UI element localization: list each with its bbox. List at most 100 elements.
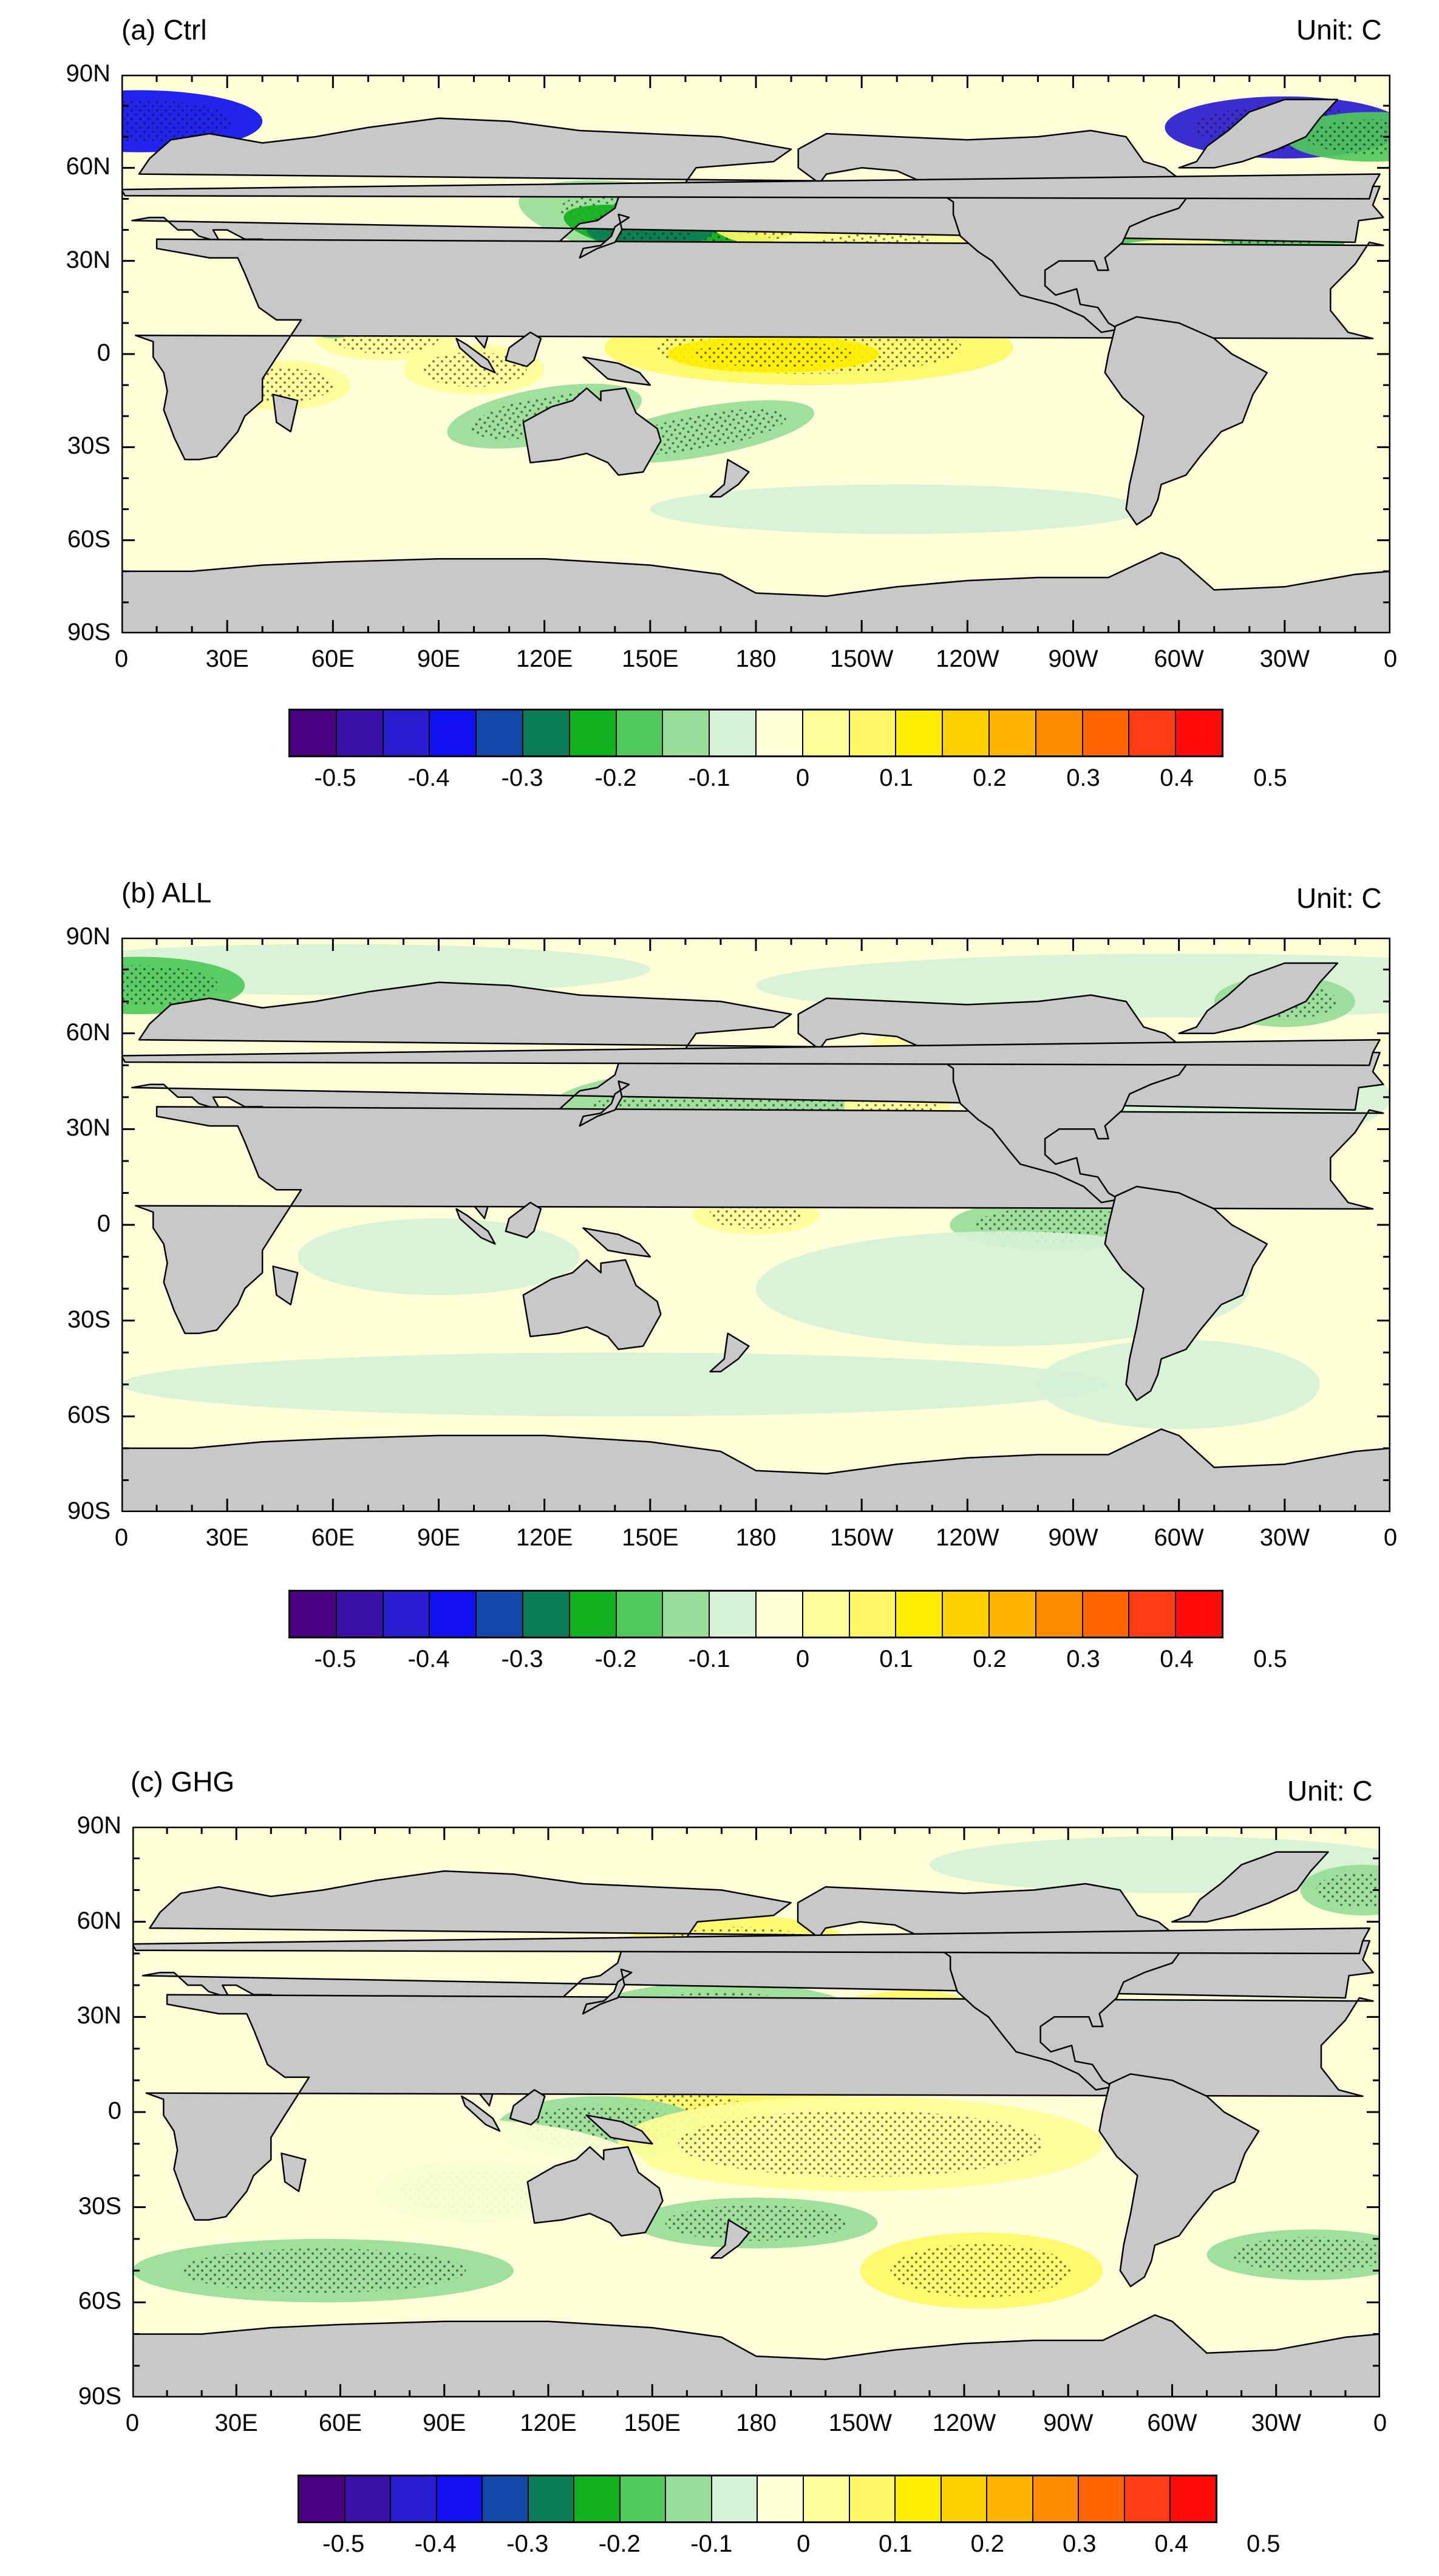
colorbar-swatch [1171,2476,1216,2521]
landmass-newzealand [709,1332,750,1373]
significance-stipple [694,341,853,367]
colorbar-tick-label: -0.4 [407,765,450,791]
colorbar-swatch [620,2476,667,2521]
lon-tick-label: 0 [125,2410,140,2436]
lat-tick-label: 30S [67,432,111,460]
colorbar-tick-label: 0.4 [1160,765,1194,791]
lat-tick-label: 60S [67,1402,111,1429]
landmass-borneo [509,2089,546,2126]
lon-tick-label: 60W [1147,2410,1197,2436]
colorbar-tick-label: -0.3 [506,2530,549,2557]
lat-tick-label: 90N [66,923,111,950]
lon-tick-label: 150E [622,1524,679,1551]
significance-stipple [421,352,527,387]
colorbar-swatch [336,1592,384,1637]
colorbar-swatch [849,710,897,755]
landmass-australia [526,2146,664,2237]
lat-tick-label: 60N [66,1018,111,1046]
colorbar-tick-label: 0.5 [1246,2530,1281,2557]
unit-label: Unit: C [1296,14,1382,46]
colorbar-swatch [574,2476,621,2521]
colorbar-swatch [477,1592,523,1637]
lat-tick-label: 90S [67,1498,111,1524]
map-plot [121,75,1390,633]
landmass-newzealand [709,458,750,498]
colorbar-swatch [1079,2476,1125,2521]
significance-stipple [708,1202,804,1229]
lon-tick-label: 0 [1383,646,1398,672]
anomaly-patch [1038,1340,1320,1429]
colorbar-swatch [430,710,477,755]
lon-tick-label: 60E [311,646,355,672]
colorbar-swatch [1033,2476,1080,2521]
lat-tick-label: 90N [66,60,111,87]
lat-tick-label: 30N [66,246,111,273]
landmass-southamerica [1098,2073,1260,2288]
lon-tick-label: 30W [1259,1524,1310,1551]
lon-tick-label: 120W [932,2410,996,2436]
landmass-greenland [1178,962,1339,1034]
colorbar-swatch [710,710,757,755]
colorbar-swatch [666,2476,712,2521]
lon-tick-label: 150W [829,1524,894,1551]
colorbar-swatch [383,710,430,755]
landmass-sumatra [455,338,496,373]
colorbar-swatch [663,1592,710,1637]
colorbar-swatch [989,710,1036,755]
lon-tick-label: 30E [214,2410,258,2436]
lon-tick-label: 150E [622,646,679,672]
landmass-australia [522,387,662,476]
landmass-newguinea [582,1227,651,1258]
landmass-japan [579,1080,630,1127]
anomaly-patch [121,1352,1109,1417]
colorbar-tick-label: -0.3 [501,1646,543,1672]
colorbar-tick-label: 0.5 [1253,765,1287,791]
colorbar-swatch [1129,1592,1177,1637]
colorbar-swatch [336,710,384,755]
colorbar-swatch [1124,2476,1171,2521]
landmass-madagascar [272,394,299,433]
colorbar-tick-label: -0.1 [688,765,730,791]
colorbar-swatch [437,2476,483,2521]
panel-all: (b) ALL Unit: C 90N 60N 30N 0 30S 60S 90S 0 30E… [66,877,1398,1672]
colorbar-swatch [616,1592,664,1637]
lat-tick-label: 90S [67,619,111,646]
colorbar-swatch [616,710,664,755]
landmass-madagascar [281,2152,307,2192]
panel-title: (b) ALL [121,877,212,908]
colorbar-swatch [756,1592,803,1637]
landmass-newguinea [582,356,651,386]
colorbar-swatch [299,2476,345,2521]
colorbar-swatch [1083,1592,1130,1637]
colorbar-swatch [430,1592,477,1637]
colorbar-swatch [896,710,944,755]
colorbar-tick-label: 0.1 [879,1646,913,1672]
colorbar-swatch [896,2476,942,2521]
landmass-greenland [1178,98,1339,169]
lon-tick-label: 150W [828,2410,893,2436]
anomaly-patch [121,944,650,995]
colorbar-tick-label: -0.5 [314,765,356,791]
lat-tick-label: 60S [67,525,111,553]
landmass-uk [132,1927,1371,1955]
significance-stipple [619,409,787,454]
colorbar-tick-label: 0.4 [1160,1646,1194,1672]
lon-tick-label: 0 [1383,1524,1398,1551]
landmass-antarctica [132,2314,1380,2397]
lon-tick-label: 120W [936,646,999,672]
colorbar-swatch [896,1592,944,1637]
lon-tick-label: 60W [1154,646,1204,672]
lat-tick-label: 30S [78,2192,121,2220]
lon-tick-label: 0 [114,646,129,672]
lon-tick-label: 90E [423,2410,466,2436]
landmass-southamerica [1104,316,1268,526]
lon-tick-label: 90E [417,646,461,672]
lon-tick-label: 180 [735,646,777,672]
lat-tick-label: 30N [66,1114,111,1142]
lon-tick-label: 30W [1259,646,1310,672]
colorbar-tick-label: 0.3 [1066,1646,1100,1672]
colorbar-tick-label: 0.2 [973,765,1007,791]
lat-tick-label: 30S [67,1306,111,1333]
colorbar-swatch [804,2476,850,2521]
colorbar-swatch [987,2476,1033,2521]
